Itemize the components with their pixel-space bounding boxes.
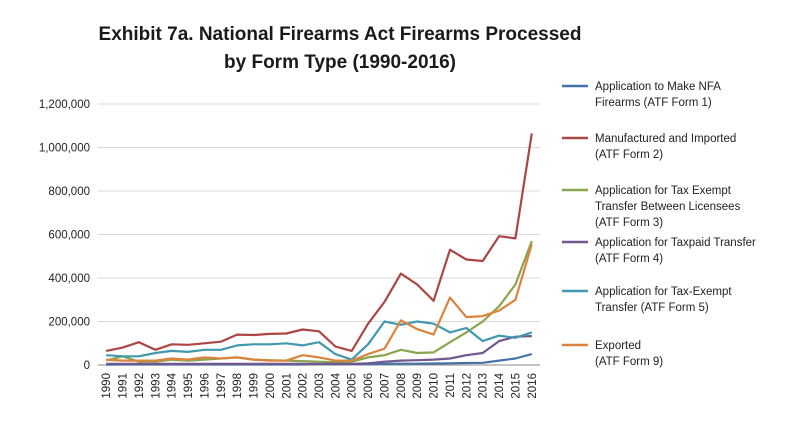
- legend-label: Transfer Between Licensees: [595, 201, 741, 213]
- legend-label: (ATF Form 2): [595, 149, 663, 161]
- x-tick-label: 2010: [429, 373, 441, 399]
- legend-label: (ATF Form 3): [595, 217, 663, 229]
- y-tick-label: 0: [84, 360, 90, 372]
- x-tick-label: 2004: [330, 372, 342, 398]
- gridlines: [98, 103, 540, 322]
- legend-label: Manufactured and Imported: [595, 133, 736, 145]
- x-tick-label: 2016: [527, 373, 539, 399]
- legend-label: Firearms (ATF Form 1): [595, 97, 712, 109]
- x-tick-label: 1999: [249, 373, 261, 399]
- x-tick-label: 2015: [510, 373, 522, 399]
- y-tick-label: 800,000: [48, 186, 90, 198]
- y-tick-label: 600,000: [48, 230, 90, 242]
- legend-label: Application for Taxpaid Transfer: [595, 237, 756, 249]
- legend-label: Transfer (ATF Form 5): [595, 302, 709, 314]
- x-tick-label: 1990: [101, 373, 113, 399]
- x-tick-label: 1994: [167, 372, 179, 398]
- legend-label: Application for Tax Exempt: [595, 185, 732, 197]
- x-tick-label: 2000: [265, 373, 277, 399]
- x-tick-label: 2003: [314, 373, 326, 399]
- chart-title: Exhibit 7a. National Firearms Act Firear…: [99, 24, 582, 45]
- y-tick-label: 1,000,000: [39, 143, 90, 155]
- x-tick-label: 2011: [445, 373, 457, 398]
- x-tick-label: 2006: [363, 373, 375, 399]
- chart-subtitle: by Form Type (1990-2016): [224, 52, 456, 73]
- x-tick-label: 1995: [183, 373, 195, 399]
- series-line-6: [106, 243, 533, 362]
- x-tick-label: 2012: [461, 373, 473, 399]
- x-tick-label: 1998: [232, 373, 244, 399]
- y-tick-label: 1,200,000: [39, 99, 90, 111]
- series-lines: [105, 133, 533, 366]
- x-tick-label: 2007: [379, 373, 391, 399]
- series-line-4: [106, 335, 532, 365]
- x-tick-label: 2002: [298, 373, 310, 399]
- y-tick-label: 200,000: [48, 317, 90, 329]
- x-tick-label: 1992: [134, 373, 146, 399]
- x-tick-label: 1993: [150, 373, 162, 399]
- x-tick-label: 2009: [412, 373, 424, 399]
- x-tick-label: 1991: [118, 373, 130, 399]
- legend: Application to Make NFA Firearms (ATF For…: [562, 81, 756, 368]
- x-tick-label: 2005: [347, 373, 359, 399]
- legend-label: (ATF Form 9): [595, 356, 663, 368]
- x-tick-label: 2001: [281, 373, 293, 399]
- x-tick-label: 2008: [396, 373, 408, 399]
- series-line-2: [105, 133, 533, 352]
- x-tick-label: 2013: [478, 373, 490, 399]
- x-tick-label: 2014: [494, 372, 506, 398]
- series-line-5: [106, 320, 533, 361]
- legend-label: (ATF Form 4): [595, 253, 663, 265]
- x-tick-label: 1996: [199, 373, 211, 399]
- legend-label: Application for Tax-Exempt: [595, 286, 732, 298]
- legend-label: Exported: [595, 340, 641, 352]
- x-tick-label: 1997: [216, 373, 228, 399]
- y-tick-label: 400,000: [48, 273, 90, 285]
- legend-label: Application to Make NFA: [595, 81, 721, 93]
- axes: 0 200,000 400,000 600,000 800,000 1,000,000 1,…: [39, 99, 540, 399]
